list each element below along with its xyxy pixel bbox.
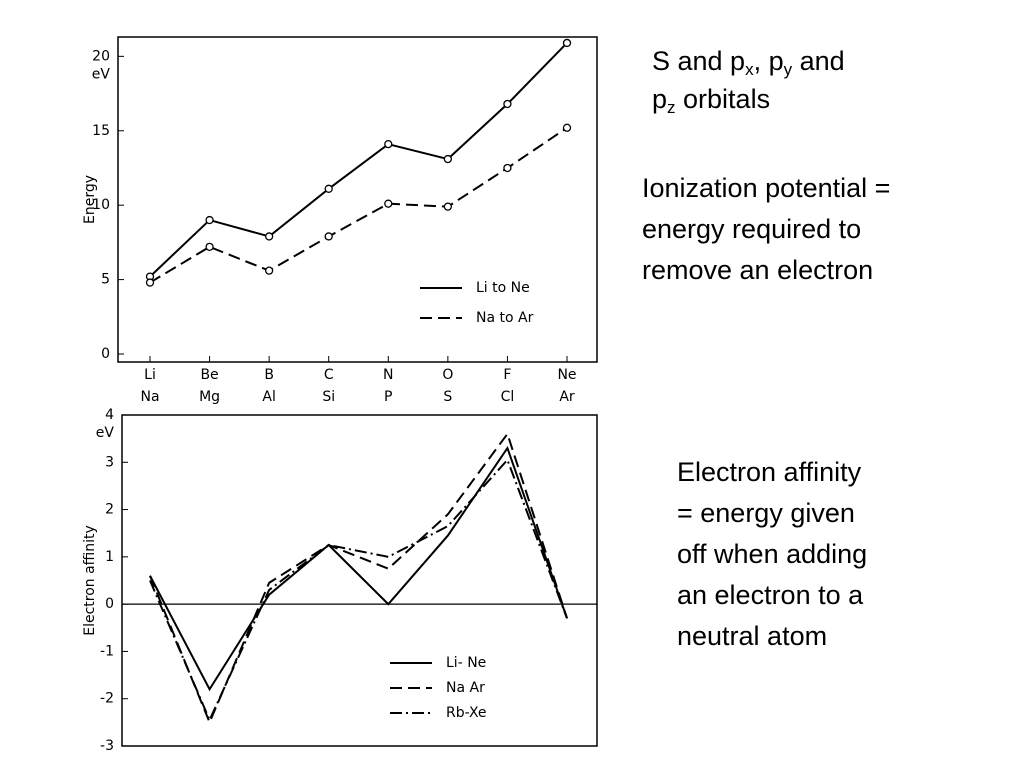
- charts: 05101520eVEnergyLiNaBeMgBAlCSiNPOSFClNeA…: [82, 36, 598, 754]
- x-tick-label: F: [503, 367, 511, 383]
- y-tick-label: 3: [105, 454, 114, 470]
- y-tick-label: -3: [100, 738, 114, 754]
- y-tick-label: 0: [101, 346, 110, 362]
- x-tick-label: Si: [322, 389, 335, 405]
- y-tick-label: 4: [105, 407, 114, 423]
- x-tick-label: O: [442, 367, 453, 383]
- y-tick-label: 20: [92, 48, 110, 64]
- y-tick-label: 0: [105, 596, 114, 612]
- text-line: Ionization potential =: [642, 173, 891, 203]
- heading: S and px, py and pz orbitals: [652, 42, 845, 118]
- data-point: [205, 242, 214, 251]
- data-point: [562, 38, 572, 48]
- y-unit: eV: [96, 425, 115, 441]
- data-point: [384, 199, 393, 208]
- affinity-text: Electron affinity = energy given off when …: [677, 452, 867, 657]
- x-tick-label: S: [443, 389, 452, 405]
- plot-frame: [121, 414, 598, 747]
- y-axis-title: Energy: [82, 175, 98, 224]
- y-tick-label: 2: [105, 502, 114, 518]
- data-point: [264, 232, 274, 241]
- text-line: off when adding: [677, 539, 868, 569]
- y-tick-label: 15: [92, 123, 110, 139]
- text-line: Electron affinity: [677, 457, 862, 487]
- legend-label: Na Ar: [446, 680, 485, 696]
- ionization-text: Ionization potential = energy required to…: [642, 168, 890, 291]
- text-line: remove an electron: [642, 255, 874, 285]
- data-point: [205, 215, 214, 225]
- y-unit: eV: [92, 66, 111, 82]
- x-tick-label: C: [324, 367, 334, 383]
- y-tick-label: 5: [101, 272, 110, 288]
- x-tick-label: Ar: [559, 389, 575, 405]
- x-tick-label: P: [384, 389, 392, 405]
- data-point: [264, 266, 274, 275]
- plot-frame: [117, 36, 598, 363]
- series-line: [149, 42, 568, 278]
- series-line: [149, 458, 568, 723]
- data-point: [384, 140, 393, 149]
- y-tick-label: -1: [100, 643, 114, 659]
- series-line: [149, 445, 568, 692]
- series-line: [149, 126, 568, 284]
- y-tick-label: 10: [92, 197, 110, 213]
- subscript: z: [667, 98, 676, 117]
- data-point: [145, 278, 155, 287]
- x-tick-label: Mg: [199, 389, 220, 405]
- y-tick-label: 1: [105, 549, 114, 565]
- text-line: energy required to: [642, 214, 862, 244]
- data-point: [324, 232, 333, 241]
- y-tick-label: -2: [100, 691, 114, 707]
- text-line: an electron to a: [677, 580, 864, 610]
- text-line: = energy given: [677, 498, 855, 528]
- heading-part: S and p: [652, 46, 746, 76]
- legend-label: Rb-Xe: [446, 705, 487, 721]
- x-tick-label: Na: [140, 389, 159, 405]
- legend-label: Na to Ar: [476, 310, 534, 326]
- heading-part: , p: [753, 46, 784, 76]
- subscript: x: [745, 60, 754, 79]
- y-axis-title: Electron affinity: [82, 525, 98, 636]
- data-point: [324, 184, 333, 193]
- x-tick-label: Li: [144, 367, 156, 383]
- series-line: [149, 431, 568, 725]
- heading-part: p: [652, 84, 668, 114]
- data-point: [503, 99, 512, 109]
- legend-label: Li to Ne: [476, 280, 530, 296]
- data-point: [562, 123, 572, 132]
- subscript: y: [783, 60, 793, 79]
- heading-part: orbitals: [675, 84, 771, 114]
- x-tick-label: Cl: [501, 389, 515, 405]
- text-line: neutral atom: [677, 621, 828, 651]
- data-point: [443, 202, 453, 211]
- x-tick-label: Al: [262, 389, 275, 405]
- x-tick-label: B: [264, 367, 274, 383]
- data-point: [503, 163, 512, 173]
- x-tick-label: Ne: [557, 367, 576, 383]
- heading-part: and: [792, 46, 845, 76]
- data-point: [443, 154, 453, 164]
- x-tick-label: N: [383, 367, 393, 383]
- x-tick-label: Be: [200, 367, 218, 383]
- legend-label: Li- Ne: [446, 655, 486, 671]
